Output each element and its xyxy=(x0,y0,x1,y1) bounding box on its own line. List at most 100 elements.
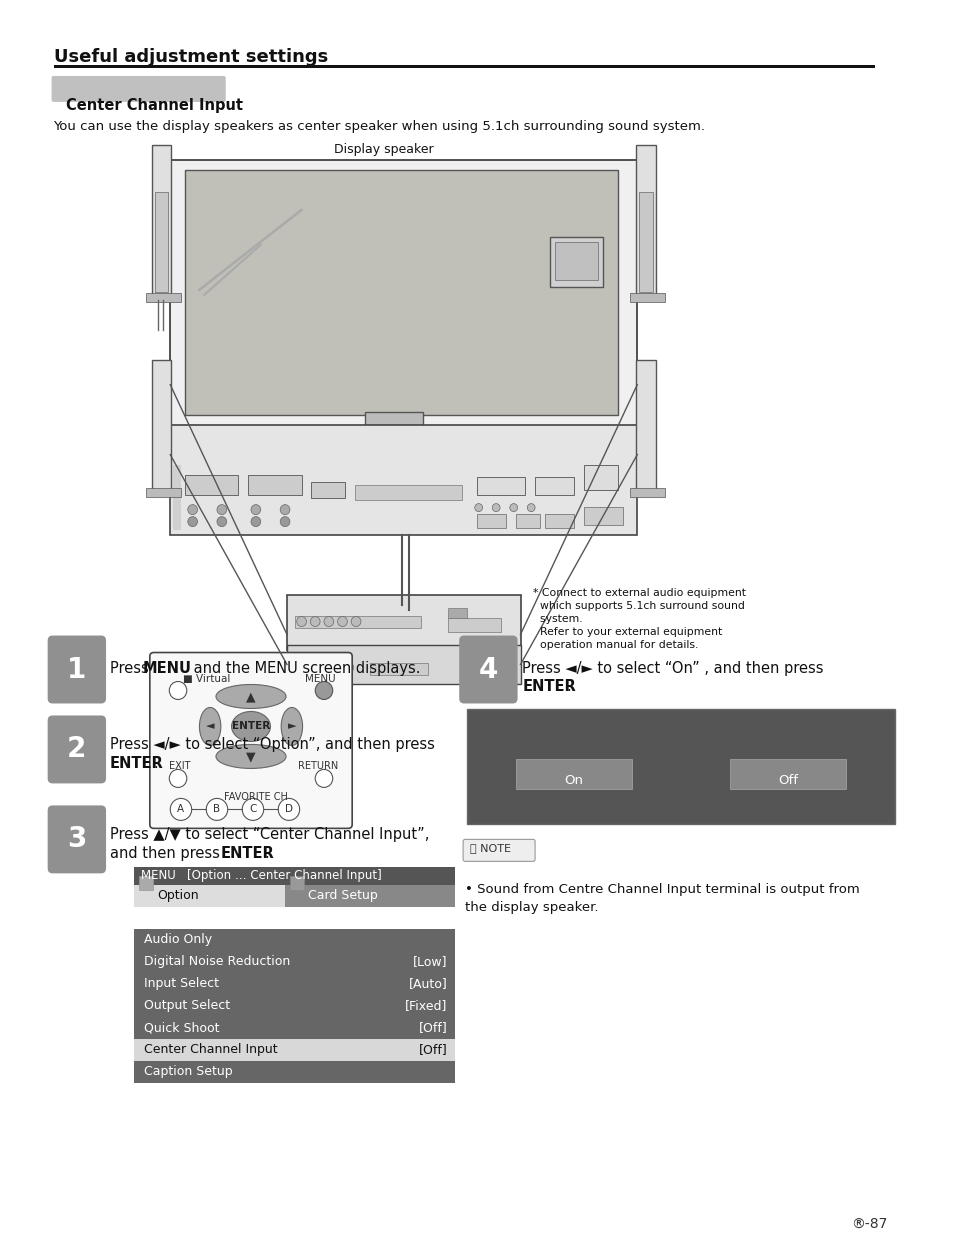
Text: Display speaker: Display speaker xyxy=(335,143,434,156)
Bar xyxy=(630,293,665,301)
Bar xyxy=(467,709,894,825)
Text: .: . xyxy=(264,846,269,861)
Text: 🔔 NOTE: 🔔 NOTE xyxy=(470,844,511,853)
Text: FAVORITE CH: FAVORITE CH xyxy=(224,793,288,803)
Bar xyxy=(134,951,455,973)
Bar xyxy=(146,293,181,301)
Text: On: On xyxy=(564,774,583,788)
Circle shape xyxy=(312,662,322,673)
Bar xyxy=(134,867,455,885)
Text: Press ◄/► to select “On” , and then press: Press ◄/► to select “On” , and then pres… xyxy=(522,661,823,676)
Text: * Connect to external audio equipment
  which supports 5.1ch surround sound
  sy: * Connect to external audio equipment wh… xyxy=(533,588,745,651)
Text: ®-87: ®-87 xyxy=(850,1218,886,1231)
Text: ENTER: ENTER xyxy=(220,846,274,861)
FancyBboxPatch shape xyxy=(462,840,535,861)
Bar xyxy=(636,359,655,495)
Text: [Auto]: [Auto] xyxy=(408,977,447,990)
Text: Useful adjustment settings: Useful adjustment settings xyxy=(53,48,328,65)
Circle shape xyxy=(169,769,187,788)
Text: 3: 3 xyxy=(67,825,87,853)
Bar xyxy=(447,608,467,618)
Bar xyxy=(630,488,665,496)
Bar xyxy=(134,973,455,995)
Text: 4: 4 xyxy=(478,656,497,683)
Circle shape xyxy=(310,616,320,626)
Bar xyxy=(170,425,637,535)
Circle shape xyxy=(475,504,482,511)
Text: .: . xyxy=(153,757,158,772)
Text: ■ Virtual: ■ Virtual xyxy=(183,673,230,683)
Bar xyxy=(583,506,622,525)
Bar xyxy=(146,488,181,496)
Circle shape xyxy=(216,505,227,515)
Text: ▲: ▲ xyxy=(246,690,255,703)
Bar xyxy=(248,474,301,495)
Circle shape xyxy=(170,798,192,820)
Text: • Sound from Centre Channel Input terminal is output from
the display speaker.: • Sound from Centre Channel Input termin… xyxy=(464,883,859,914)
Circle shape xyxy=(188,505,197,515)
Ellipse shape xyxy=(215,745,286,768)
Bar xyxy=(476,477,525,495)
FancyBboxPatch shape xyxy=(48,715,106,783)
Text: Input Select: Input Select xyxy=(144,977,219,990)
Ellipse shape xyxy=(215,684,286,709)
Bar xyxy=(134,1039,455,1061)
Bar xyxy=(729,760,845,789)
FancyBboxPatch shape xyxy=(48,805,106,873)
Text: C: C xyxy=(249,804,256,814)
Text: Output Select: Output Select xyxy=(144,999,230,1013)
Circle shape xyxy=(324,616,334,626)
Text: [Low]: [Low] xyxy=(413,956,447,968)
Circle shape xyxy=(337,616,347,626)
Bar xyxy=(639,191,652,291)
Bar xyxy=(134,1018,455,1039)
Text: ENTER: ENTER xyxy=(110,757,164,772)
Text: Digital Noise Reduction: Digital Noise Reduction xyxy=(144,956,290,968)
Text: .: . xyxy=(566,679,571,694)
Bar xyxy=(544,514,574,527)
Circle shape xyxy=(351,616,360,626)
Circle shape xyxy=(296,662,307,673)
Circle shape xyxy=(314,682,333,699)
Circle shape xyxy=(169,682,187,699)
Circle shape xyxy=(206,798,228,820)
Bar xyxy=(53,65,874,68)
Text: Center Channel Input: Center Channel Input xyxy=(66,98,243,112)
Bar xyxy=(152,359,171,495)
Bar xyxy=(554,242,598,280)
Circle shape xyxy=(327,662,337,673)
Bar xyxy=(154,191,168,291)
Text: Option: Option xyxy=(157,889,199,903)
FancyBboxPatch shape xyxy=(150,652,352,829)
Text: Press ▲/▼ to select “Center Channel Input”,: Press ▲/▼ to select “Center Channel Inpu… xyxy=(110,827,429,842)
Circle shape xyxy=(242,798,263,820)
Ellipse shape xyxy=(232,711,271,741)
Bar xyxy=(152,144,171,300)
Bar xyxy=(338,426,449,435)
Bar xyxy=(311,482,345,498)
Circle shape xyxy=(251,505,260,515)
Bar xyxy=(134,995,455,1018)
Circle shape xyxy=(216,516,227,526)
Text: Press: Press xyxy=(110,661,153,676)
Bar xyxy=(285,885,436,908)
Text: and the MENU screen displays.: and the MENU screen displays. xyxy=(189,661,420,676)
Text: ENTER: ENTER xyxy=(232,721,270,731)
Bar xyxy=(516,760,632,789)
Text: MENU: MENU xyxy=(143,661,192,676)
Bar xyxy=(170,159,637,430)
FancyBboxPatch shape xyxy=(51,75,226,103)
Circle shape xyxy=(492,504,499,511)
Bar xyxy=(355,484,461,500)
Bar xyxy=(583,464,618,489)
FancyBboxPatch shape xyxy=(458,636,517,704)
Bar xyxy=(185,474,238,495)
Circle shape xyxy=(509,504,517,511)
Circle shape xyxy=(527,504,535,511)
Bar xyxy=(294,615,421,627)
Bar xyxy=(185,170,618,415)
Text: Press ◄/► to select “Option”, and then press: Press ◄/► to select “Option”, and then p… xyxy=(110,737,435,752)
Text: Audio Only: Audio Only xyxy=(144,934,212,946)
Bar xyxy=(364,411,423,432)
Circle shape xyxy=(342,662,354,673)
